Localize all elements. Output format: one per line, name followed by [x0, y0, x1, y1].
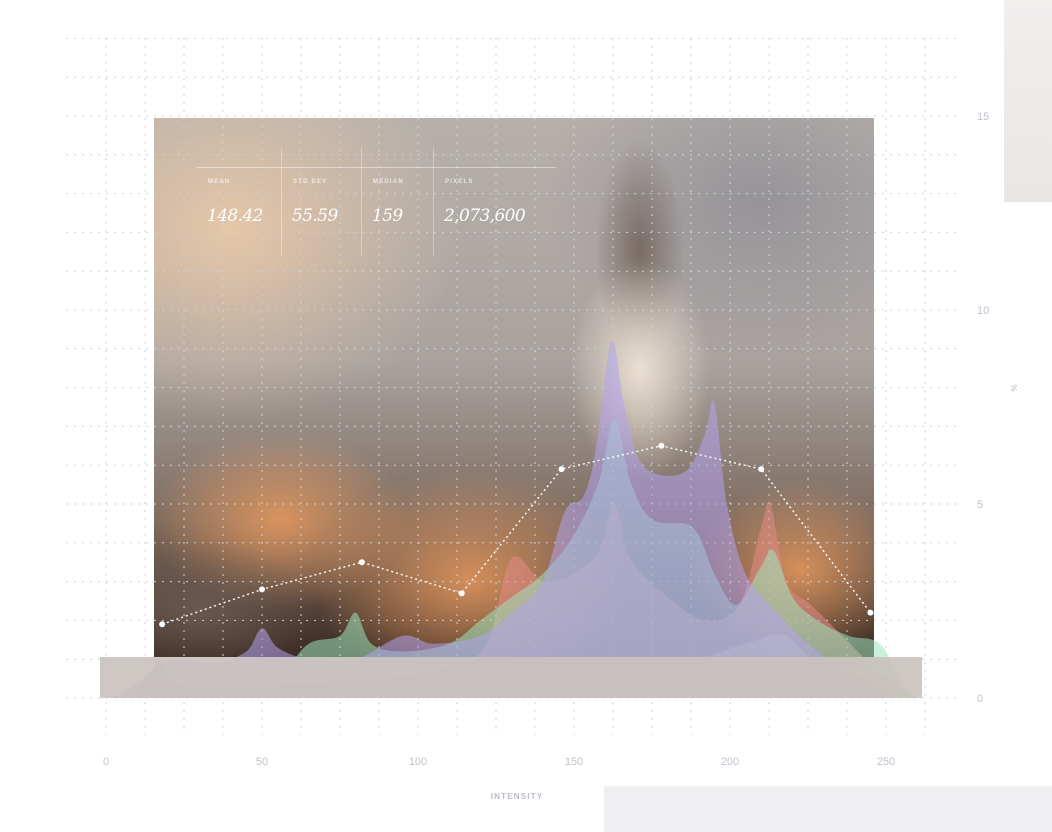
- background-photo: [154, 118, 874, 657]
- x-tick-label: 150: [565, 756, 583, 768]
- x-tick-label: 50: [256, 756, 268, 768]
- y-tick-label: 10: [977, 305, 989, 317]
- mean-line-point: [758, 466, 765, 473]
- stat-mean-label: MEAN: [208, 179, 231, 185]
- mean-line-point: [658, 442, 665, 449]
- mean-line: [161, 445, 871, 625]
- stat-divider: [361, 148, 362, 256]
- x-tick-label: 0: [103, 756, 109, 768]
- stat-pixels-value: 2,073,600: [444, 206, 526, 226]
- mean-line-point: [358, 559, 365, 566]
- mean-line-point: [458, 590, 465, 597]
- mean-line-point: [159, 621, 166, 628]
- stat-pixels-label: PIXELS: [445, 179, 474, 185]
- stat-mean-value: 148.42: [207, 206, 263, 226]
- histogram-channel-area: [112, 340, 893, 698]
- stat-std-dev-value: 55.59: [292, 206, 338, 226]
- y-axis-label: %: [1009, 384, 1018, 391]
- x-tick-label: 200: [721, 756, 739, 768]
- y-tick-label: 5: [977, 499, 983, 511]
- stat-std-dev-label: STD DEV: [293, 179, 328, 185]
- stats-panel: MEAN 148.42 STD DEV 55.59 MEDIAN 159 PIX…: [196, 148, 556, 256]
- histogram-baseline-band: [100, 657, 922, 698]
- mean-line-point: [558, 466, 565, 473]
- stats-rule: [196, 167, 556, 168]
- stat-median-value: 159: [372, 206, 403, 226]
- x-tick-label: 250: [877, 756, 895, 768]
- x-axis-ticks: 0 50 100 150 200 250: [103, 756, 895, 768]
- x-axis-label: INTENSITY: [491, 792, 544, 801]
- x-tick-label: 100: [409, 756, 427, 768]
- adjacent-thumbnail[interactable]: [1004, 0, 1052, 202]
- y-tick-label: 15: [977, 111, 989, 123]
- y-axis-ticks: 0 5 10 15: [977, 111, 989, 705]
- mean-line-series: [159, 442, 874, 628]
- stat-divider: [433, 148, 434, 256]
- stat-median-label: MEDIAN: [373, 179, 404, 185]
- y-tick-label: 0: [977, 693, 983, 705]
- bottom-panel: [604, 786, 1052, 832]
- stat-divider: [281, 148, 282, 256]
- mean-line-point: [867, 609, 874, 616]
- mean-line-point: [259, 586, 265, 593]
